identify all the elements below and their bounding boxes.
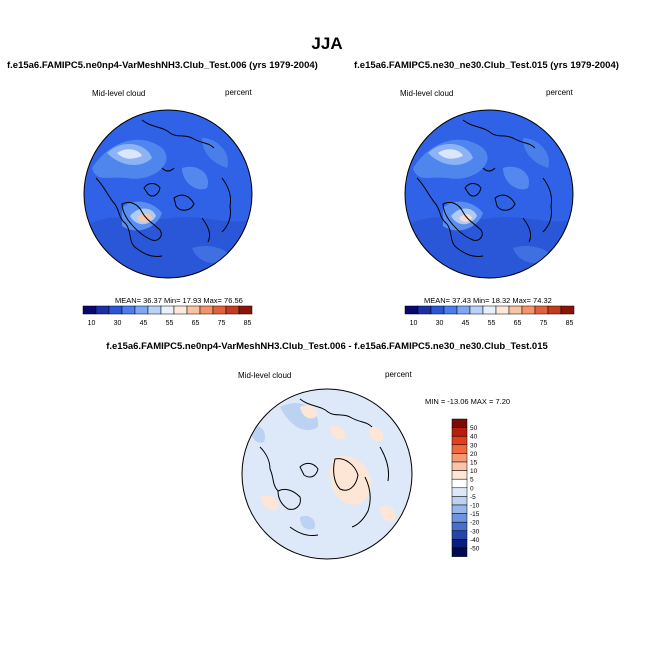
colorbar-label: 30 [436, 320, 444, 327]
diff-polar-map [241, 388, 413, 560]
diff-colorbar-swatch [451, 427, 468, 437]
diff-colorbar-swatch [451, 478, 468, 489]
colorbar-swatch [160, 305, 175, 315]
diff-colorbar-label: 40 [470, 434, 478, 441]
colorbar-swatch [430, 305, 445, 315]
diff-colorbar-swatch [451, 547, 468, 557]
colorbar-label: 10 [88, 320, 96, 327]
diff-colorbar-label: 20 [470, 451, 478, 458]
colorbar-label: 55 [488, 320, 496, 327]
colorbar-swatch [147, 305, 162, 315]
diff-colorbar-label: 0 [470, 485, 474, 492]
colorbar-label: 75 [218, 320, 226, 327]
diff-colorbar-label: 5 [470, 477, 474, 484]
diff-colorbar-label: 30 [470, 442, 478, 449]
colorbar-swatch [199, 305, 214, 315]
diff-colorbar-label: -20 [470, 520, 480, 527]
panel-1-units: percent [225, 88, 252, 97]
diff-colorbar-swatch [451, 444, 468, 454]
panel-1-polar-map [83, 109, 253, 279]
colorbar-label: 10 [410, 320, 418, 327]
colorbar-swatch [508, 305, 523, 315]
colorbar-swatch [521, 305, 536, 315]
diff-colorbar-swatch [451, 504, 468, 514]
colorbar-label: 75 [540, 320, 548, 327]
colorbar-swatch [238, 305, 253, 315]
colorbar-label: 65 [192, 320, 200, 327]
diff-colorbar-swatch [451, 496, 468, 506]
panel-2-units: percent [546, 88, 573, 97]
diff-colorbar-label: -40 [470, 537, 480, 544]
panel-1-stats: MEAN= 36.37 Min= 17.93 Max= 76.56 [115, 296, 243, 305]
colorbar-swatch [134, 305, 149, 315]
colorbar-label: 55 [166, 320, 174, 327]
panel-2-title: f.e15a6.FAMIPC5.ne30_ne30.Club_Test.015 … [354, 60, 619, 71]
diff-colorbar-label: -15 [470, 511, 480, 518]
colorbar-swatch [212, 305, 227, 315]
diff-title: f.e15a6.FAMIPC5.ne0np4-VarMeshNH3.Club_T… [106, 341, 548, 352]
panel-2-polar-map [404, 109, 574, 279]
colorbar-swatch [173, 305, 188, 315]
panel-2-colorbar: 1030455565758595 [404, 305, 575, 327]
colorbar-swatch [456, 305, 471, 315]
colorbar-swatch [82, 305, 97, 315]
colorbar-swatch [95, 305, 110, 315]
diff-colorbar-swatch [451, 461, 468, 471]
diff-colorbar-swatch [451, 418, 468, 428]
diff-colorbar-swatch [451, 521, 468, 532]
colorbar-swatch [534, 305, 549, 315]
colorbar-swatch [443, 305, 458, 315]
colorbar-swatch [560, 305, 575, 315]
colorbar-label: 65 [514, 320, 522, 327]
colorbar-label: 85 [244, 320, 252, 327]
diff-colorbar-swatch [451, 453, 468, 463]
colorbar-label: 30 [114, 320, 122, 327]
diff-units: percent [385, 370, 412, 379]
diff-colorbar-label: 15 [470, 460, 478, 467]
colorbar-swatch [417, 305, 432, 315]
diff-colorbar-swatch [451, 539, 468, 549]
diff-colorbar-swatch [451, 470, 468, 480]
panel-1-variable: Mid-level cloud [92, 89, 146, 98]
colorbar-label: 85 [566, 320, 574, 327]
diff-variable: Mid-level cloud [238, 371, 292, 380]
colorbar-label: 45 [462, 320, 470, 327]
panel-1-colorbar: 1030455565758595 [82, 305, 253, 327]
panel-2-variable: Mid-level cloud [400, 89, 454, 98]
diff-colorbar-swatch [451, 435, 468, 446]
diff-colorbar-swatch [451, 530, 468, 540]
figure-title: JJA [311, 34, 343, 53]
diff-colorbar-label: 50 [470, 425, 478, 432]
colorbar-swatch [121, 305, 136, 315]
colorbar-swatch [547, 305, 562, 315]
colorbar-swatch [495, 305, 510, 315]
diff-colorbar-label: -5 [470, 494, 476, 501]
diff-colorbar-label: -30 [470, 528, 480, 535]
diff-colorbar-label: -10 [470, 503, 480, 510]
colorbar-label: 45 [140, 320, 148, 327]
colorbar-swatch [225, 305, 240, 315]
diff-stats: MIN = -13.06 MAX = 7.20 [425, 397, 511, 406]
colorbar-swatch [469, 305, 484, 315]
diff-colorbar-label: 10 [470, 468, 478, 475]
panel-1-title: f.e15a6.FAMIPC5.ne0np4-VarMeshNH3.Club_T… [7, 60, 318, 71]
diff-colorbar-swatch [451, 513, 468, 523]
colorbar-swatch [186, 305, 201, 315]
colorbar-swatch [404, 305, 419, 315]
panel-2-stats: MEAN= 37.43 Min= 18.32 Max= 74.32 [424, 296, 552, 305]
colorbar-swatch [108, 305, 123, 315]
diff-colorbar-label: -50 [470, 546, 480, 553]
colorbar-swatch [482, 305, 497, 315]
diff-colorbar-swatch [451, 487, 468, 497]
